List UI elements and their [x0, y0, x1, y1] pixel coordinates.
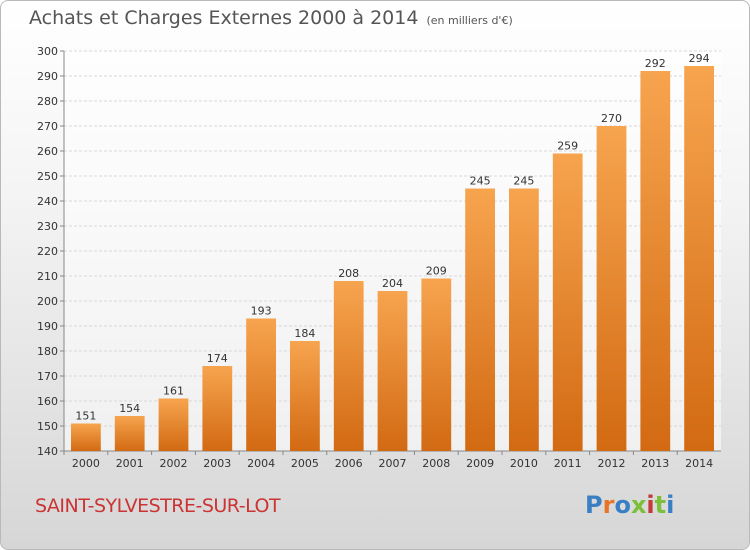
bar-value-label: 161	[163, 385, 184, 398]
y-tick-label: 190	[37, 320, 58, 333]
bar	[640, 71, 671, 451]
x-tick-label: 2004	[247, 457, 275, 470]
bar	[246, 318, 276, 451]
logo-letter: P	[585, 491, 603, 519]
y-tick-label: 150	[37, 420, 58, 433]
y-tick-label: 250	[37, 170, 58, 183]
x-tick-label: 2000	[72, 457, 100, 470]
bar	[202, 366, 233, 451]
y-tick-label: 230	[37, 220, 58, 233]
logo-letter: i	[666, 491, 675, 519]
bar	[71, 423, 101, 451]
y-tick-label: 210	[37, 270, 58, 283]
bar-value-label: 245	[513, 175, 534, 188]
y-tick-label: 170	[37, 370, 58, 383]
y-tick-label: 180	[37, 345, 58, 358]
y-tick-label: 140	[37, 445, 58, 458]
logo-letter: o	[614, 491, 631, 519]
y-tick-label: 300	[37, 45, 58, 58]
x-tick-label: 2009	[466, 457, 494, 470]
bar	[465, 188, 495, 451]
x-tick-label: 2011	[554, 457, 582, 470]
x-tick-label: 2005	[291, 457, 319, 470]
x-tick-label: 2012	[598, 457, 626, 470]
x-tick-label: 2008	[422, 457, 450, 470]
x-tick-label: 2010	[510, 457, 538, 470]
bar-value-label: 245	[470, 175, 491, 188]
y-tick-label: 220	[37, 245, 58, 258]
bar	[421, 278, 452, 451]
bar-value-label: 259	[557, 140, 578, 153]
bar-value-label: 184	[294, 327, 315, 340]
x-tick-label: 2003	[203, 457, 231, 470]
proxiti-logo[interactable]: Proxiti	[585, 491, 674, 519]
title-text: Achats et Charges Externes 2000 à 2014	[29, 7, 419, 29]
y-tick-label: 240	[37, 195, 58, 208]
bar-value-label: 174	[207, 352, 228, 365]
y-tick-label: 200	[37, 295, 58, 308]
commune-name: SAINT-SYLVESTRE-SUR-LOT	[35, 495, 281, 517]
bar-value-label: 209	[426, 265, 447, 278]
title-unit: (en milliers d'€)	[426, 14, 513, 27]
bar	[596, 126, 627, 451]
bar	[114, 416, 145, 451]
bar-value-label: 294	[689, 52, 710, 65]
bar	[377, 291, 408, 451]
bar	[684, 66, 714, 451]
y-tick-label: 270	[37, 120, 58, 133]
x-tick-label: 2013	[641, 457, 669, 470]
bar-value-label: 292	[645, 57, 666, 70]
y-tick-label: 280	[37, 95, 58, 108]
x-tick-label: 2001	[116, 457, 144, 470]
bar-value-label: 154	[119, 402, 140, 415]
x-tick-label: 2006	[335, 457, 363, 470]
logo-letter: i	[646, 491, 655, 519]
bar-value-label: 204	[382, 277, 403, 290]
bar	[552, 153, 583, 451]
x-tick-label: 2007	[379, 457, 407, 470]
logo-letter: x	[630, 491, 647, 519]
y-tick-label: 160	[37, 395, 58, 408]
x-tick-label: 2014	[685, 457, 713, 470]
x-tick-label: 2002	[160, 457, 188, 470]
chart-title: Achats et Charges Externes 2000 à 2014 (e…	[29, 7, 513, 29]
logo-letter: t	[654, 491, 667, 519]
bar	[158, 398, 189, 451]
bar-value-label: 270	[601, 112, 622, 125]
bar-value-label: 208	[338, 267, 359, 280]
bar	[290, 341, 320, 451]
y-tick-label: 260	[37, 145, 58, 158]
bar	[509, 188, 539, 451]
bar	[333, 281, 364, 451]
logo-letter: r	[602, 491, 615, 519]
y-tick-label: 290	[37, 70, 58, 83]
bar-value-label: 151	[75, 410, 96, 423]
bar-value-label: 193	[251, 305, 272, 318]
